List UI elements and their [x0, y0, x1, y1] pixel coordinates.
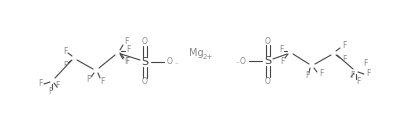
- Text: ⁻: ⁻: [235, 61, 239, 67]
- Text: F: F: [63, 47, 67, 55]
- Text: F: F: [363, 59, 367, 67]
- Text: O: O: [142, 38, 148, 47]
- Text: F: F: [63, 60, 67, 70]
- Text: F: F: [38, 79, 42, 87]
- Text: 2+: 2+: [203, 54, 213, 60]
- Text: O: O: [142, 78, 148, 87]
- Text: O: O: [265, 36, 271, 46]
- Text: F: F: [356, 78, 360, 87]
- Text: S: S: [265, 56, 272, 66]
- Text: O: O: [265, 76, 271, 86]
- Text: F: F: [100, 76, 104, 86]
- Text: F: F: [342, 42, 346, 51]
- Text: O: O: [240, 56, 246, 66]
- Text: F: F: [55, 82, 59, 91]
- Text: Mg: Mg: [189, 48, 203, 58]
- Text: F: F: [124, 38, 128, 47]
- Text: F: F: [124, 58, 128, 67]
- Text: F: F: [342, 55, 346, 64]
- Text: ⁻: ⁻: [174, 62, 178, 68]
- Text: F: F: [280, 56, 284, 66]
- Text: F: F: [125, 56, 129, 66]
- Text: F: F: [48, 87, 52, 96]
- Text: F: F: [305, 71, 309, 80]
- Text: F: F: [350, 71, 354, 80]
- Text: F: F: [319, 70, 323, 79]
- Text: F: F: [126, 46, 130, 55]
- Text: F: F: [279, 46, 283, 55]
- Text: F: F: [366, 68, 370, 78]
- Text: O: O: [167, 58, 173, 67]
- Text: F: F: [86, 75, 90, 83]
- Text: S: S: [142, 57, 148, 67]
